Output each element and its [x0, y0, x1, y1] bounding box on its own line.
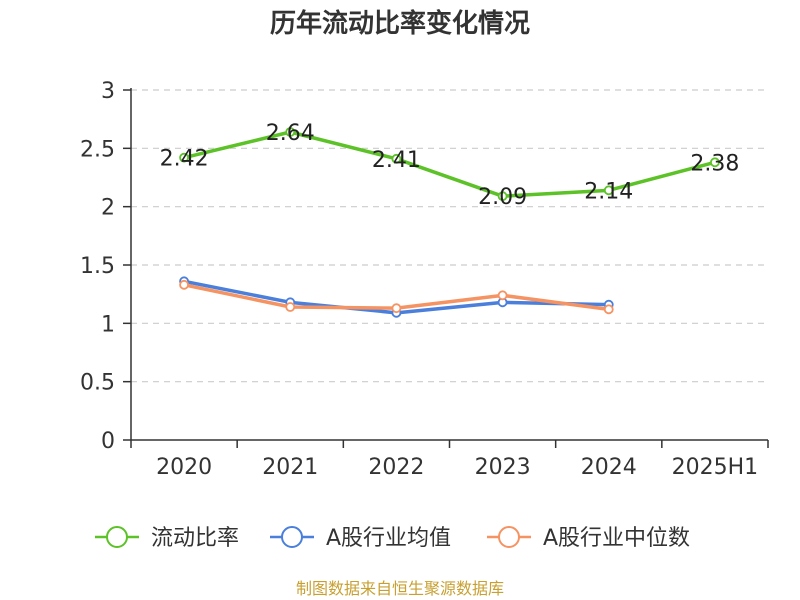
series-layer — [179, 127, 720, 318]
data-label: 2.41 — [372, 148, 421, 173]
y-tick-label: 2 — [101, 196, 115, 221]
data-label: 2.38 — [690, 151, 739, 176]
x-tick-label: 2020 — [156, 455, 212, 480]
data-point — [710, 157, 720, 168]
legend-marker — [498, 526, 520, 548]
series-line — [183, 130, 716, 198]
data-point — [391, 303, 402, 314]
source-note: 制图数据来自恒生聚源数据库 — [296, 579, 504, 598]
data-label: 2.14 — [584, 179, 633, 204]
chart-title: 历年流动比率变化情况 — [270, 8, 530, 39]
x-tick-label: 2022 — [368, 455, 424, 480]
data-point — [179, 279, 189, 290]
data-point — [391, 153, 402, 164]
data-point — [285, 127, 296, 137]
axes: 0 0.5 1 1.5 2 2.5 3 2020 2021 2022 2023 2024 2025H1 — [80, 79, 769, 480]
y-tick-label: 3 — [101, 79, 115, 104]
data-label: 2.42 — [160, 147, 209, 172]
y-tick-label: 1 — [101, 312, 115, 337]
legend-label: A股行业均值 — [326, 526, 451, 551]
data-point — [497, 290, 508, 301]
legend-marker — [281, 526, 303, 548]
legend-label: A股行业中位数 — [543, 526, 690, 551]
data-point — [603, 304, 614, 315]
legend: 流动比率 A股行业均值 A股行业中位数 — [95, 526, 690, 551]
x-tick-label: 2021 — [262, 455, 318, 480]
data-point — [497, 191, 508, 202]
data-point — [603, 185, 614, 196]
x-tick-label: 2025H1 — [672, 455, 759, 480]
legend-label: 流动比率 — [151, 526, 239, 551]
data-point — [285, 302, 296, 312]
data-label: 2.64 — [266, 121, 315, 146]
x-tick-label: 2023 — [475, 455, 531, 480]
data-point — [179, 152, 189, 163]
data-label: 2.09 — [478, 185, 527, 210]
legend-marker — [106, 526, 128, 548]
data-labels: 2.42 2.64 2.41 2.09 2.14 2.38 — [160, 121, 740, 210]
y-tick-label: 0.5 — [80, 371, 115, 396]
y-tick-label: 1.5 — [80, 254, 115, 279]
x-tick-label: 2024 — [581, 455, 637, 480]
grid-lines — [131, 89, 768, 383]
y-tick-label: 2.5 — [80, 137, 115, 162]
y-tick-label: 0 — [101, 429, 115, 454]
